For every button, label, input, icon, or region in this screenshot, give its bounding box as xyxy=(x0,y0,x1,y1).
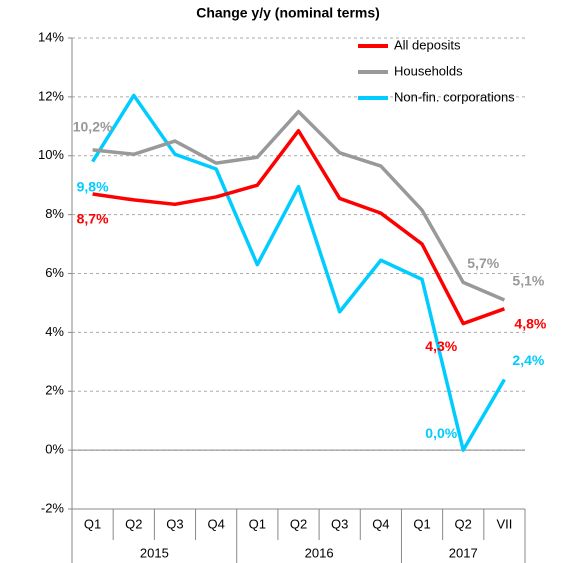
series-line xyxy=(91,93,506,452)
data-label: 9,8% xyxy=(77,178,109,194)
data-label: 10,2% xyxy=(73,119,113,135)
y-tick-label: 6% xyxy=(45,265,64,280)
legend-label: Households xyxy=(394,63,463,78)
x-tick-label: Q4 xyxy=(207,516,224,531)
chart-title: Change y/y (nominal terms) xyxy=(196,5,380,21)
data-label: 0,0% xyxy=(425,425,457,441)
x-tick-label: Q3 xyxy=(331,516,348,531)
data-label: 2,4% xyxy=(512,352,544,368)
x-tick-label: Q2 xyxy=(125,516,142,531)
data-label: 8,7% xyxy=(77,211,109,227)
x-tick-label: Q1 xyxy=(413,516,430,531)
series-line xyxy=(92,109,506,302)
data-label: 5,7% xyxy=(467,255,499,271)
x-group-label: 2016 xyxy=(305,545,334,560)
x-group-label: 2017 xyxy=(449,545,478,560)
y-tick-label: 0% xyxy=(45,442,64,457)
data-label: 4,8% xyxy=(514,316,546,332)
y-tick-label: 4% xyxy=(45,324,64,339)
x-tick-label: Q2 xyxy=(290,516,307,531)
x-tick-label: VII xyxy=(496,516,512,531)
data-label: 5,1% xyxy=(512,273,544,289)
x-tick-label: Q3 xyxy=(166,516,183,531)
x-tick-label: Q1 xyxy=(84,516,101,531)
x-group-label: 2015 xyxy=(140,545,169,560)
y-tick-label: 12% xyxy=(38,88,64,103)
legend-label: Non-fin. corporations xyxy=(394,89,515,104)
x-tick-label: Q1 xyxy=(249,516,266,531)
legend-label: All deposits xyxy=(394,37,461,52)
y-tick-label: -2% xyxy=(41,500,65,515)
y-tick-label: 2% xyxy=(45,383,64,398)
x-tick-label: Q2 xyxy=(455,516,472,531)
y-tick-label: 14% xyxy=(38,29,64,44)
series-line xyxy=(92,128,505,326)
y-tick-label: 10% xyxy=(38,147,64,162)
y-tick-label: 8% xyxy=(45,206,64,221)
data-label: 4,3% xyxy=(425,338,457,354)
x-tick-label: Q4 xyxy=(372,516,389,531)
